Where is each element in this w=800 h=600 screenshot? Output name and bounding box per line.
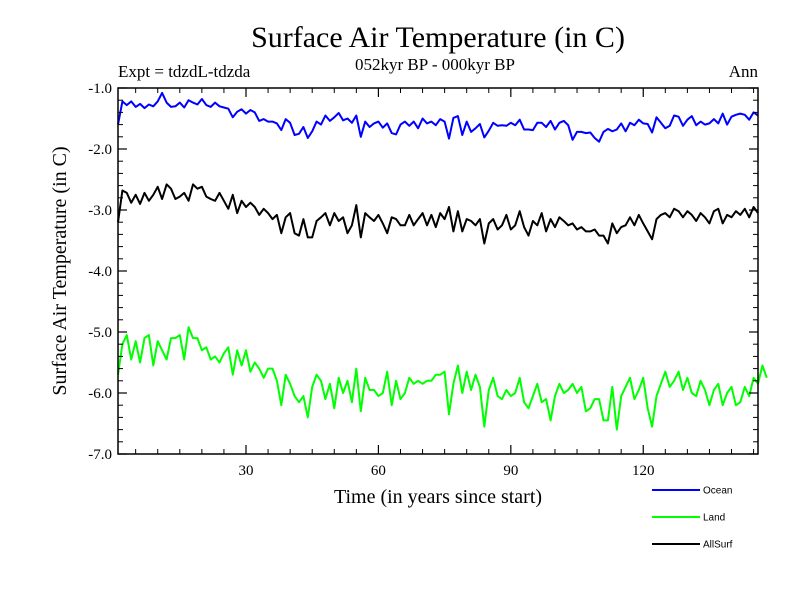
y-tick-label: -4.0 (88, 264, 112, 280)
plot-frame (117, 87, 759, 455)
axis-layer: 30 60 90 120 -1.0 -2.0 -3.0 -4.0 -5.0 -6.0 -7.0 (88, 81, 758, 479)
legend-label-ocean: Ocean (703, 486, 732, 497)
y-tick-label: -1.0 (88, 81, 112, 97)
y-tick-label: -5.0 (88, 325, 112, 341)
chart-title: Surface Air Temperature (in C) (251, 21, 625, 54)
legend-label-land: Land (703, 513, 725, 524)
experiment-label: Expt = tdzdL-tdzda (118, 62, 251, 81)
legend-label-allsurf: AllSurf (703, 540, 733, 551)
chart-subtitle: 052kyr BP - 000kyr BP (355, 55, 515, 74)
series-layer (117, 91, 768, 431)
x-axis-label: Time (in years since start) (334, 486, 542, 508)
series-line-allsurf (117, 183, 759, 245)
season-label: Ann (729, 62, 759, 81)
series-line-ocean (117, 91, 759, 143)
legend: Ocean Land AllSurf (652, 486, 733, 551)
y-tick-label: -7.0 (88, 447, 112, 463)
y-tick-label: -3.0 (88, 203, 112, 219)
series-line-land (117, 326, 768, 431)
x-tick-label: 120 (632, 463, 655, 479)
x-tick-label: 60 (371, 463, 386, 479)
y-axis-label: Surface Air Temperature (in C) (49, 146, 71, 395)
y-tick-label: -2.0 (88, 142, 112, 158)
y-tick-label: -6.0 (88, 386, 112, 402)
x-tick-label: 30 (239, 463, 254, 479)
x-tick-label: 90 (503, 463, 518, 479)
